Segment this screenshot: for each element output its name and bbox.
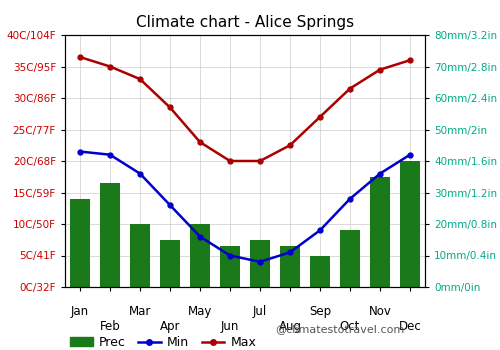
Bar [310, 256, 330, 287]
Bar [370, 177, 390, 287]
Bar [400, 161, 420, 287]
Text: Oct: Oct [340, 320, 360, 333]
Legend: Prec, Min, Max: Prec, Min, Max [65, 331, 261, 350]
Bar [280, 246, 300, 287]
Text: Aug: Aug [278, 320, 301, 333]
Bar [130, 224, 150, 287]
Bar [100, 183, 120, 287]
Bar [190, 224, 210, 287]
Text: @climatestotravel.com: @climatestotravel.com [275, 324, 404, 334]
Text: Apr: Apr [160, 320, 180, 333]
Bar [250, 240, 270, 287]
Text: Nov: Nov [368, 304, 392, 318]
Text: Feb: Feb [100, 320, 120, 333]
Title: Climate chart - Alice Springs: Climate chart - Alice Springs [136, 15, 354, 30]
Text: Dec: Dec [398, 320, 421, 333]
Bar [340, 230, 360, 287]
Text: Mar: Mar [129, 304, 151, 318]
Text: May: May [188, 304, 212, 318]
Text: Sep: Sep [309, 304, 331, 318]
Text: Jul: Jul [253, 304, 267, 318]
Bar [160, 240, 180, 287]
Bar [70, 199, 90, 287]
Bar [220, 246, 240, 287]
Text: Jan: Jan [71, 304, 89, 318]
Text: Jun: Jun [221, 320, 239, 333]
